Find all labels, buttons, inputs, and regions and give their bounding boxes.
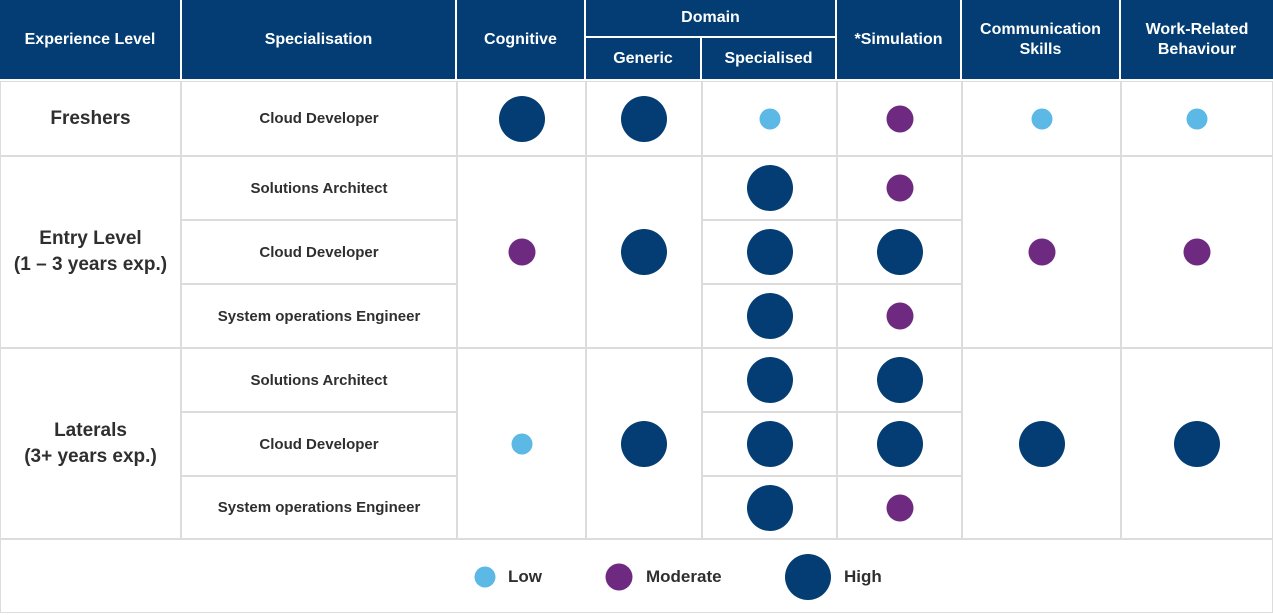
experience-level-label: Laterals [54,419,127,441]
header-specialisation: Specialisation [182,0,455,79]
specialised-high-dot [746,484,793,531]
specialised-high-dot [746,165,793,211]
generic-high-dot [621,229,667,275]
specialisation-cell: System operations Engineer [181,284,457,348]
simulation-high-dot [876,357,923,403]
header-work-related-behaviour: Work-Related Behaviour [1121,0,1273,79]
specialisation-label: Solutions Architect [250,179,388,197]
work-related-behaviour-moderate-dot [1183,238,1211,266]
generic-high-dot [621,420,667,467]
specialisation-cell: System operations Engineer [181,476,457,539]
experience-level-sublabel: (3+ years exp.) [24,445,157,467]
experience-level-cell: Entry Level (1 – 3 years exp.) [0,156,181,348]
experience-level-label: Entry Level [39,228,142,249]
specialisation-label: System operations Engineer [217,307,421,325]
legend-low-dot [474,566,496,588]
legend-low-label: Low [508,567,542,586]
work-related-behaviour-low-dot [1186,108,1208,129]
experience-level-label: Freshers [50,107,131,129]
communication-skills-high-dot [1018,420,1065,467]
specialisation-label: System operations Engineer [217,499,421,516]
legend-moderate-label: Moderate [646,567,722,586]
specialised-high-dot [746,421,793,467]
specialisation-label: Cloud Developer [259,243,379,261]
header-communication-skills: Communication Skills [962,0,1119,79]
specialisation-cell: Cloud Developer [181,220,457,284]
specialisation-cell: Solutions Architect [181,348,457,412]
simulation-moderate-dot [886,302,913,330]
generic-high-dot [621,95,667,142]
simulation-high-dot [876,421,923,467]
simulation-moderate-dot [886,105,913,132]
specialisation-cell: Cloud Developer [181,81,457,156]
cognitive-low-dot [511,433,532,454]
cognitive-cell [457,81,586,156]
simulation-moderate-dot [886,494,913,521]
specialisation-cell: Solutions Architect [181,156,457,220]
specialised-high-dot [746,293,793,339]
header-specialised: Specialised [702,38,835,79]
legend-high-dot [785,554,831,600]
legend-high-label: High [844,567,882,586]
experience-level-cell: Freshers [0,81,181,156]
legend: Low Moderate High [0,539,1273,613]
header-simulation: *Simulation [837,0,960,79]
header-cognitive: Cognitive [457,0,584,79]
specialisation-cell: Cloud Developer [181,412,457,476]
simulation-moderate-dot [886,174,913,202]
header-experience-level: Experience Level [0,0,180,79]
work-related-behaviour-high-dot [1174,420,1220,467]
communication-skills-low-dot [1031,108,1052,129]
specialisation-label: Cloud Developer [259,435,379,453]
specialisation-label: Cloud Developer [259,110,379,127]
specialisation-label: Solutions Architect [250,371,388,389]
cognitive-high-dot [498,95,545,142]
generic-cell [586,348,702,539]
specialised-high-dot [746,229,793,275]
header-generic: Generic [586,38,700,79]
experience-level-cell: Laterals (3+ years exp.) [0,348,181,539]
communication-skills-moderate-dot [1028,238,1055,266]
legend-moderate-dot [605,563,633,591]
simulation-high-dot [876,229,923,275]
cognitive-moderate-dot [508,238,535,266]
experience-level-sublabel: (1 – 3 years exp.) [13,254,168,275]
header-domain: Domain [586,0,835,36]
specialised-high-dot [746,357,793,403]
communication-skills-cell [962,81,1121,156]
specialised-low-dot [759,108,780,129]
